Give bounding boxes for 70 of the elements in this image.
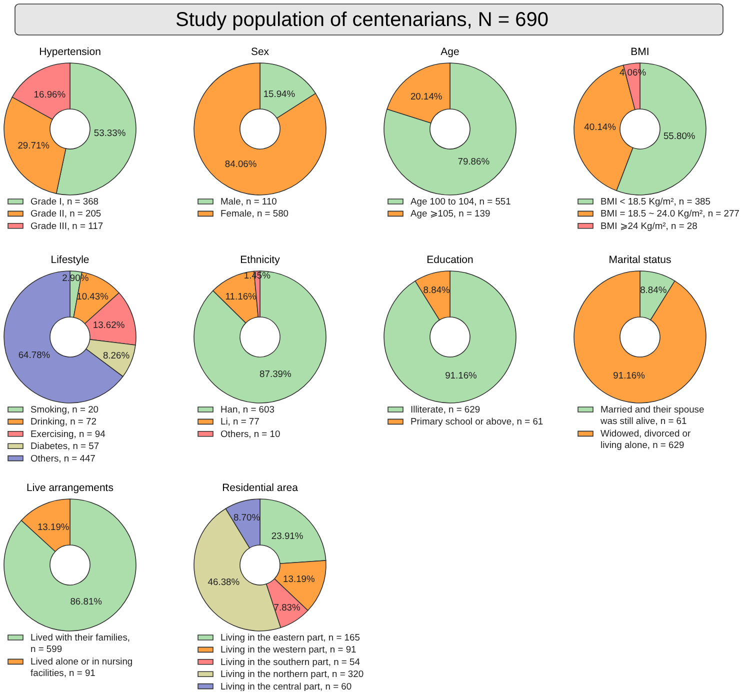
donut-slice: [194, 270, 326, 404]
legend-label: Living in the northern part, n = 320: [220, 668, 364, 680]
legend-label: Living in the southern part, n = 54: [220, 656, 360, 667]
chart-title: Ethnicity: [240, 254, 281, 266]
data-label: 7.83%: [274, 602, 300, 613]
legend-label: BMI < 18.5 Kg/m², n = 385: [600, 196, 710, 206]
legend-label: Grade I, n = 368: [30, 196, 99, 206]
data-label: 8.84%: [423, 284, 450, 296]
legend-label: Living in the central part, n = 60: [220, 680, 352, 692]
chart-title: Education: [426, 254, 474, 266]
chart-title: Residential area: [222, 482, 298, 494]
chart-title: Live arrangements: [26, 482, 114, 494]
legend-label: Lived with their families, n = 599: [30, 632, 130, 654]
data-label: 13.19%: [283, 573, 315, 584]
legend-label: Smoking, n = 20: [30, 404, 99, 414]
legend-label: BMI = 18.5 ~ 24.0 Kg/m², n = 277: [600, 208, 740, 219]
legend-label: Living in the western part, n = 91: [220, 644, 356, 655]
legend-label: Illiterate, n = 629: [410, 404, 480, 414]
legend-label: Exercising, n = 94: [30, 428, 106, 439]
legend-label: Living in the eastern part, n = 165: [220, 632, 360, 642]
legend-label: Male, n = 110: [220, 196, 277, 206]
legend-label: Married and their spouse was still alive, n = 61: [600, 404, 704, 426]
legend-label: Female, n = 580: [220, 208, 289, 219]
donut-slice: [384, 270, 516, 404]
legend-label: Grade II, n = 205: [30, 208, 102, 219]
data-label: 55.80%: [663, 130, 696, 142]
legend-label: Grade III, n = 117: [30, 220, 104, 231]
data-label: 11.16%: [225, 290, 256, 302]
legend-label: Lived alone or in nursing facilities, n = 91: [30, 656, 133, 678]
data-label: 8.84%: [640, 284, 667, 296]
legend-label: Age 100 to 104, n = 551: [410, 196, 511, 206]
donut-slice: [574, 270, 706, 404]
data-label: 46.38%: [208, 576, 240, 587]
data-label: 23.91%: [271, 530, 304, 541]
legend-label: Others, n = 10: [220, 428, 280, 439]
legend-label: Age ⩾105, n = 139: [410, 208, 490, 219]
data-label: 29.71%: [18, 140, 50, 151]
chart-title: Sex: [250, 46, 270, 58]
chart-title: Hypertension: [39, 46, 102, 58]
legend-label: Han, n = 603: [220, 404, 274, 414]
data-label: 86.81%: [70, 596, 102, 607]
legend-label: Diabetes, n = 57: [30, 440, 100, 452]
donut-slice: [384, 62, 516, 196]
chart-title: Age: [440, 46, 460, 58]
chart-title: Lifestyle: [50, 254, 90, 266]
data-label: 16.96%: [34, 88, 66, 100]
data-label: 87.39%: [260, 368, 292, 379]
legend-label: Others, n = 447: [30, 452, 96, 464]
data-label: 20.14%: [410, 90, 442, 102]
data-label: 91.16%: [445, 369, 477, 380]
data-label: 40.14%: [584, 120, 616, 132]
data-label: 79.86%: [458, 155, 490, 166]
data-label: 13.19%: [37, 521, 70, 532]
data-label: 8.26%: [102, 350, 130, 361]
data-label: 91.16%: [613, 369, 645, 380]
data-label: 84.06%: [224, 158, 257, 170]
data-label: 13.62%: [92, 318, 125, 330]
chart-title: BMI: [630, 46, 650, 58]
data-label: 53.33%: [94, 127, 126, 138]
data-label: 15.94%: [263, 88, 296, 99]
chart-title: Marital status: [608, 254, 672, 266]
legend-label: BMI ⩾24 Kg/m², n = 28: [600, 220, 698, 231]
legend-label: Widowed, divorced or living alone, n = 629: [600, 428, 691, 450]
legend-label: Drinking, n = 72: [30, 416, 96, 427]
donut-slice: [4, 498, 136, 632]
donut-slice: [194, 62, 326, 196]
legend-label: Li, n = 77: [220, 416, 260, 427]
text: Study population of centenarians, N = 690: [175, 9, 549, 31]
legend-label: Primary school or above, n = 61: [410, 416, 544, 427]
data-label: 64.78%: [18, 348, 50, 360]
